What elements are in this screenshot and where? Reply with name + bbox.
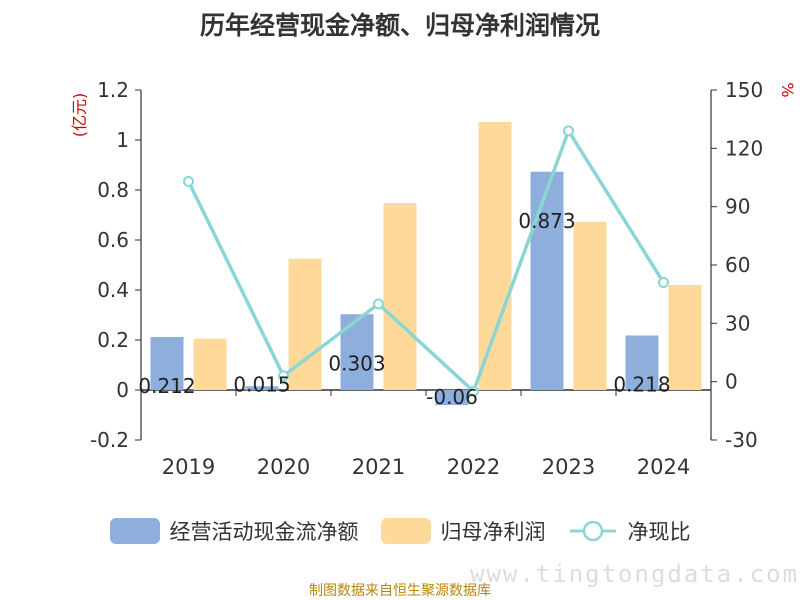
point-ratio [373,298,384,310]
legend: 经营活动现金流净额 归母净利润 净现比 [0,516,800,546]
left-axis-unit-label: (亿元) [70,93,89,138]
x-axis-tick-label: 2020 [257,455,310,479]
x-axis-tick-label: 2023 [542,455,595,479]
right-axis-tick-label: -30 [725,428,758,452]
line-ratio [186,129,665,394]
right-axis-tick-label: 90 [725,195,750,219]
data-label-cashflow: 0.015 [233,372,290,396]
point-ratio [658,277,669,288]
source-footer: 制图数据来自恒生聚源数据库 [309,583,491,599]
legend-swatch-cashflow [109,518,160,544]
bar-cashflow [150,337,184,390]
right-axis-tick-label: 30 [725,311,750,335]
point-ratio [468,385,479,397]
legend-label-cashflow: 经营活动现金流净额 [169,520,359,544]
data-label-cashflow: 0.218 [613,373,670,397]
data-label-cashflow: -0.06 [426,385,478,409]
legend-item-ratio[interactable]: 净现比 [568,516,691,546]
bar-profit [478,122,512,390]
point-ratio [278,370,289,382]
left-axis-tick-label: 0.6 [97,228,129,252]
left-axis-tick-label: 0.4 [97,278,129,302]
legend-label-ratio: 净现比 [627,520,691,544]
bar-profit [193,338,227,390]
x-axis-tick-label: 2019 [162,455,215,479]
legend-item-profit[interactable]: 归母净利润 [380,516,546,546]
right-axis-tick-label: 60 [725,253,750,277]
left-axis-tick-label: 1 [116,128,129,152]
x-axis-tick-label: 2021 [352,455,405,479]
data-label-cashflow: 0.212 [138,374,195,398]
bar-cashflow [625,335,659,390]
left-axis-tick-label: 0 [116,378,129,402]
data-label-cashflow: 0.873 [518,209,575,233]
bar-cashflow [245,386,279,390]
bar-cashflow [435,390,469,405]
bar-profit [668,285,702,390]
right-axis-tick-label: 150 [725,78,763,102]
legend-swatch-profit [380,518,431,544]
right-axis-unit-label: % [778,82,797,97]
right-axis-tick-label: 120 [725,136,763,160]
legend-label-profit: 归母净利润 [440,520,546,544]
left-axis-tick-label: 1.2 [97,78,129,102]
bar-profit [573,221,607,390]
left-axis-tick-label: 0.2 [97,328,129,352]
left-axis-tick-label: 0.8 [97,178,129,202]
data-label-cashflow: 0.303 [328,351,385,375]
point-ratio [183,175,194,187]
x-axis-tick-label: 2022 [447,455,500,479]
legend-item-cashflow[interactable]: 经营活动现金流净额 [109,516,359,546]
bar-profit [383,203,417,390]
x-axis-tick-label: 2024 [637,455,690,479]
chart-title: 历年经营现金净额、归母净利润情况 [199,11,600,40]
left-axis-tick-label: -0.2 [90,428,129,452]
point-ratio [563,125,574,137]
bar-cashflow [530,171,564,390]
right-axis-tick-label: 0 [725,370,738,394]
watermark: www.tingtongdata.com [470,560,799,588]
legend-line-circle-icon [569,520,616,542]
